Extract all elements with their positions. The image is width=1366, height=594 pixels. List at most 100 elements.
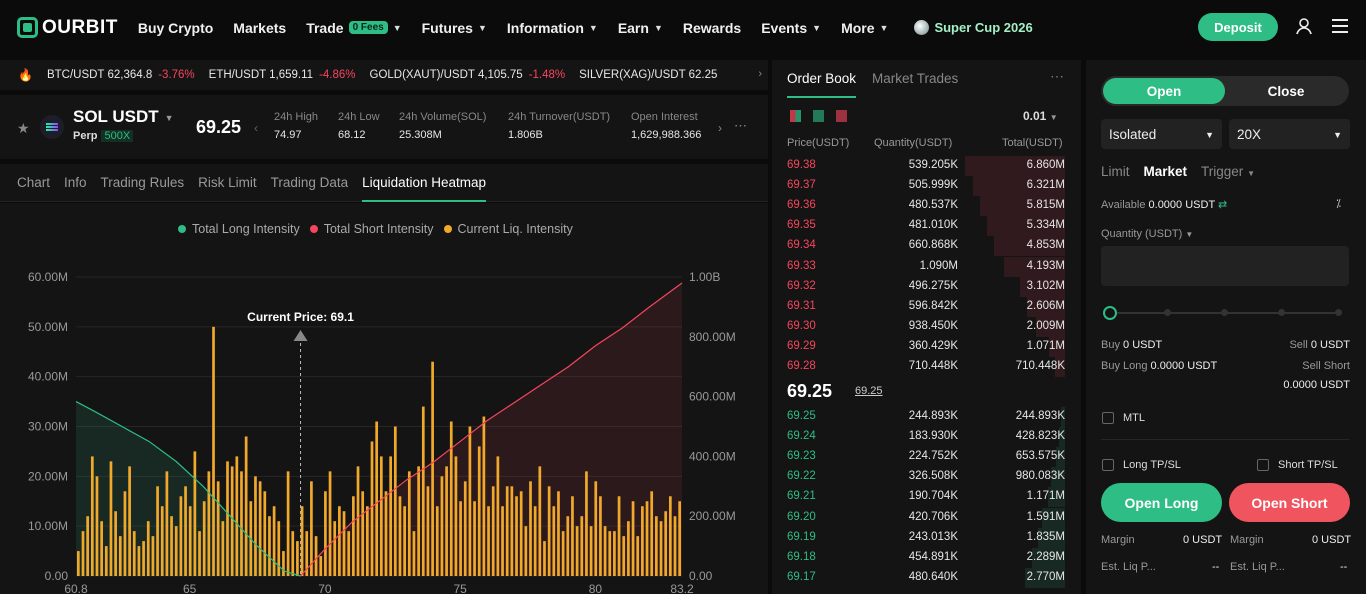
- liq-bar: [235, 456, 239, 576]
- order-type-market[interactable]: Market: [1143, 164, 1188, 179]
- calculator-icon[interactable]: ⁒: [1336, 198, 1341, 210]
- book-asks-icon[interactable]: [836, 110, 847, 122]
- tab-risk-limit[interactable]: Risk Limit: [198, 174, 257, 190]
- bid-row[interactable]: 69.17 480.640K 2.770M: [772, 567, 1081, 588]
- stats-scroll-right-icon[interactable]: ›: [718, 121, 722, 135]
- nav-item-rewards[interactable]: Rewards: [683, 20, 741, 36]
- nav-item-information[interactable]: Information ▼: [507, 20, 598, 36]
- legend-item[interactable]: Total Short Intensity: [309, 222, 434, 236]
- ticker-item[interactable]: GOLD(XAUT)/USDT 4,105.75 -1.48%: [370, 69, 566, 81]
- book-both-icon[interactable]: [790, 110, 801, 122]
- liq-bar: [142, 541, 145, 576]
- orderbook-more-icon[interactable]: ⋯: [1050, 68, 1065, 84]
- stat-value: 74.97: [274, 129, 302, 141]
- liq-bar: [575, 526, 579, 576]
- stat-value: 1.806B: [508, 129, 543, 141]
- quantity-slider[interactable]: [1103, 306, 1342, 320]
- bid-row[interactable]: 69.18 454.891K 2.289M: [772, 547, 1081, 568]
- precision-selector[interactable]: 0.01 ▼: [1023, 109, 1058, 123]
- open-long-button[interactable]: Open Long: [1101, 483, 1222, 522]
- bid-row[interactable]: 69.19 243.013K 1.835M: [772, 527, 1081, 548]
- nav-item-earn[interactable]: Earn ▼: [618, 20, 663, 36]
- tab-order-book[interactable]: Order Book: [787, 60, 857, 98]
- liq-bar: [114, 511, 117, 576]
- book-bids-icon[interactable]: [813, 110, 824, 122]
- ask-row[interactable]: 69.34 660.868K 4.853M: [772, 236, 1081, 257]
- stat-label: 24h High: [274, 111, 319, 123]
- transfer-icon[interactable]: ⇄: [1218, 199, 1228, 211]
- legend-item[interactable]: Current Liq. Intensity: [443, 222, 573, 236]
- caret-down-icon: ▼: [1333, 130, 1342, 140]
- liq-bar: [412, 531, 416, 576]
- ask-row[interactable]: 69.35 481.010K 5.334M: [772, 216, 1081, 237]
- bid-row[interactable]: 69.24 183.930K 428.823K: [772, 427, 1081, 448]
- ask-row[interactable]: 69.33 1.090M 4.193M: [772, 256, 1081, 277]
- favorite-star-icon[interactable]: ★: [17, 120, 30, 136]
- short-tpsl-checkbox[interactable]: [1257, 459, 1269, 471]
- tab-liquidation-heatmap[interactable]: Liquidation Heatmap: [362, 164, 486, 202]
- liq-bar: [207, 471, 211, 576]
- ask-row[interactable]: 69.37 505.999K 6.321M: [772, 176, 1081, 197]
- user-icon[interactable]: [1295, 17, 1313, 35]
- nav-item-buy-crypto[interactable]: Buy Crypto: [138, 20, 213, 36]
- quantity-input[interactable]: [1101, 246, 1349, 286]
- bid-row[interactable]: 69.25 244.893K 244.893K: [772, 407, 1081, 427]
- liq-bar: [454, 456, 458, 576]
- liq-bar: [216, 481, 220, 576]
- ask-row[interactable]: 69.31 596.842K 2.606M: [772, 296, 1081, 317]
- ask-row[interactable]: 69.29 360.429K 1.071M: [772, 336, 1081, 357]
- ticker-item[interactable]: BTC/USDT 62,364.8 -3.76%: [47, 69, 195, 81]
- order-type-limit[interactable]: Limit: [1101, 164, 1130, 179]
- liq-bar: [491, 486, 495, 576]
- slider-handle[interactable]: [1103, 306, 1117, 320]
- tab-market-trades[interactable]: Market Trades: [872, 71, 959, 86]
- bid-row[interactable]: 69.22 326.508K 980.083K: [772, 467, 1081, 488]
- ask-row[interactable]: 69.38 539.205K 6.860M: [772, 156, 1081, 176]
- tab-chart[interactable]: Chart: [17, 174, 51, 190]
- ticker-item[interactable]: ETH/USDT 1,659.11 -4.86%: [209, 69, 356, 81]
- stats-scroll-left-icon[interactable]: ‹: [254, 121, 258, 135]
- open-tab[interactable]: Open: [1103, 78, 1225, 104]
- ask-row[interactable]: 69.36 480.537K 5.815M: [772, 196, 1081, 217]
- legend-item[interactable]: Total Long Intensity: [178, 222, 300, 236]
- more-options-icon[interactable]: ⋯: [734, 118, 747, 133]
- ask-row[interactable]: 69.30 938.450K 2.009M: [772, 316, 1081, 337]
- row-total: 3.102M: [1026, 279, 1065, 292]
- nav-item-more[interactable]: More ▼: [841, 20, 888, 36]
- tab-trading-data[interactable]: Trading Data: [270, 174, 349, 190]
- ticker-next-icon[interactable]: ›: [758, 68, 762, 80]
- liq-bar: [533, 506, 537, 576]
- orderbook-mark-price[interactable]: 69.25: [855, 385, 883, 397]
- nav-item-trade[interactable]: Trade 0 Fees ▼: [306, 20, 401, 36]
- long-tpsl-checkbox[interactable]: [1102, 459, 1114, 471]
- symbol-selector[interactable]: SOL USDT ▼: [73, 107, 174, 127]
- liq-bar: [580, 516, 584, 576]
- mtl-checkbox[interactable]: [1102, 412, 1114, 424]
- nav-item-events[interactable]: Events ▼: [761, 20, 821, 36]
- margin-mode-select[interactable]: Isolated ▼: [1101, 119, 1222, 149]
- bid-row[interactable]: 69.23 224.752K 653.575K: [772, 447, 1081, 468]
- leverage-select[interactable]: 20X ▼: [1229, 119, 1350, 149]
- super-cup-link[interactable]: Super Cup 2026: [914, 20, 1033, 35]
- deposit-button[interactable]: Deposit: [1198, 13, 1278, 41]
- liq-bar: [678, 501, 682, 576]
- nav-item-markets[interactable]: Markets: [233, 20, 286, 36]
- hamburger-menu-icon[interactable]: [1332, 19, 1348, 33]
- quantity-label[interactable]: Quantity (USDT) ▼: [1101, 228, 1194, 240]
- y-left-tick: 20.00M: [28, 469, 68, 483]
- tab-info[interactable]: Info: [64, 174, 87, 190]
- chevron-down-icon: ▼: [812, 22, 822, 33]
- close-tab[interactable]: Close: [1267, 83, 1305, 99]
- bid-row[interactable]: 69.21 190.704K 1.171M: [772, 487, 1081, 508]
- nav-item-futures[interactable]: Futures ▼: [422, 20, 487, 36]
- order-type-trigger[interactable]: Trigger ▼: [1201, 164, 1255, 179]
- ticker-item[interactable]: SILVER(XAG)/USDT 62.25: [579, 69, 717, 81]
- orderbook-tabs: Order Book Market Trades: [787, 60, 974, 98]
- ask-row[interactable]: 69.32 496.275K 3.102M: [772, 276, 1081, 297]
- ask-row[interactable]: 69.28 710.448K 710.448K: [772, 357, 1081, 377]
- depth-bar: [1025, 567, 1065, 588]
- ourbit-logo[interactable]: OURBIT: [17, 17, 118, 39]
- tab-trading-rules[interactable]: Trading Rules: [100, 174, 185, 190]
- bid-row[interactable]: 69.20 420.706K 1.591M: [772, 507, 1081, 528]
- open-short-button[interactable]: Open Short: [1229, 483, 1350, 522]
